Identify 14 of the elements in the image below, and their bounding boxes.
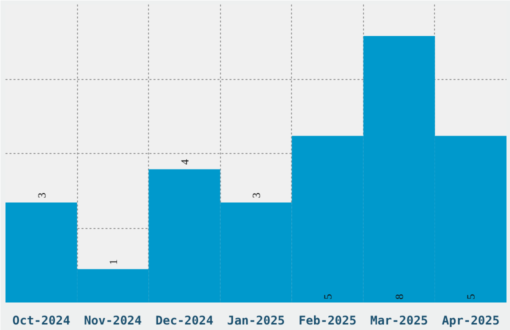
x-tick-label: Feb-2025 <box>298 314 356 328</box>
x-tick-label: Nov-2024 <box>84 314 142 328</box>
data-label: 4 <box>179 158 192 165</box>
data-label: 3 <box>251 192 263 198</box>
data-label: 8 <box>394 294 406 300</box>
data-label: 1 <box>108 259 120 265</box>
x-tick-label: Oct-2024 <box>12 314 70 328</box>
data-label: 5 <box>466 294 478 300</box>
data-label: 5 <box>322 294 335 300</box>
data-label: 3 <box>36 192 48 198</box>
x-tick-label: Apr-2025 <box>442 314 500 328</box>
x-tick-label: Jan-2025 <box>227 314 285 328</box>
x-tick-label: Dec-2024 <box>156 314 214 328</box>
x-tick-label: Mar-2025 <box>370 314 428 328</box>
